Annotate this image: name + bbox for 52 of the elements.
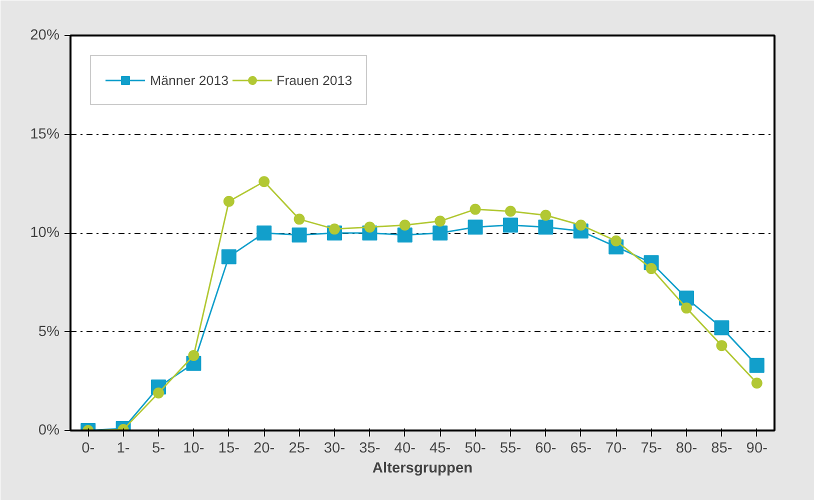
x-tick-label: 80- [676,440,698,456]
x-tick-label: 75- [640,440,662,456]
x-tick-label: 70- [606,440,627,456]
point [434,216,446,227]
x-tick-label: 5- [152,440,166,456]
point [540,210,552,221]
x-tick-label: 35- [359,440,380,456]
point [610,235,622,246]
y-tick-label: 20% [30,28,60,44]
point [716,340,728,352]
point [681,302,692,314]
y-tick-label: 15% [30,126,60,142]
point [468,220,483,235]
point [223,196,234,207]
x-tick-label: 65- [570,440,592,456]
point [714,320,730,336]
legend-label: Männer 2013 [150,72,229,88]
point [256,226,272,240]
point [749,358,764,373]
x-tick-label: 50- [464,440,486,456]
x-tick-label: 25- [288,440,310,456]
point [188,350,200,361]
point [258,176,270,188]
x-tick-label: 60- [535,440,556,456]
point [503,218,518,233]
x-tick-label: 30- [324,440,346,456]
x-tick-label: 0- [82,440,95,456]
point [751,378,762,389]
point [538,220,554,235]
point [432,226,448,240]
legend-label: Frauen 2013 [276,72,352,88]
x-tick-label: 20- [254,440,275,456]
point [646,263,657,274]
x-axis-title: Altersgruppen [372,460,473,476]
point [294,214,305,225]
x-tick-label: 55- [500,440,522,456]
x-tick-label: 45- [430,440,451,456]
x-tick-label: 90- [746,440,768,456]
point [397,227,412,242]
x-tick-label: 1- [116,440,130,456]
point [399,220,410,231]
point [221,249,236,264]
y-tick-label: 5% [38,324,60,340]
point [470,204,481,215]
x-tick-label: 10- [183,440,204,456]
x-tick-label: 85- [711,440,732,456]
y-tick-label: 10% [30,225,60,241]
x-tick-label: 15- [218,440,240,456]
point [505,206,516,217]
point [292,227,307,242]
y-tick-label: 0% [38,422,60,438]
x-tick-label: 40- [394,440,416,456]
